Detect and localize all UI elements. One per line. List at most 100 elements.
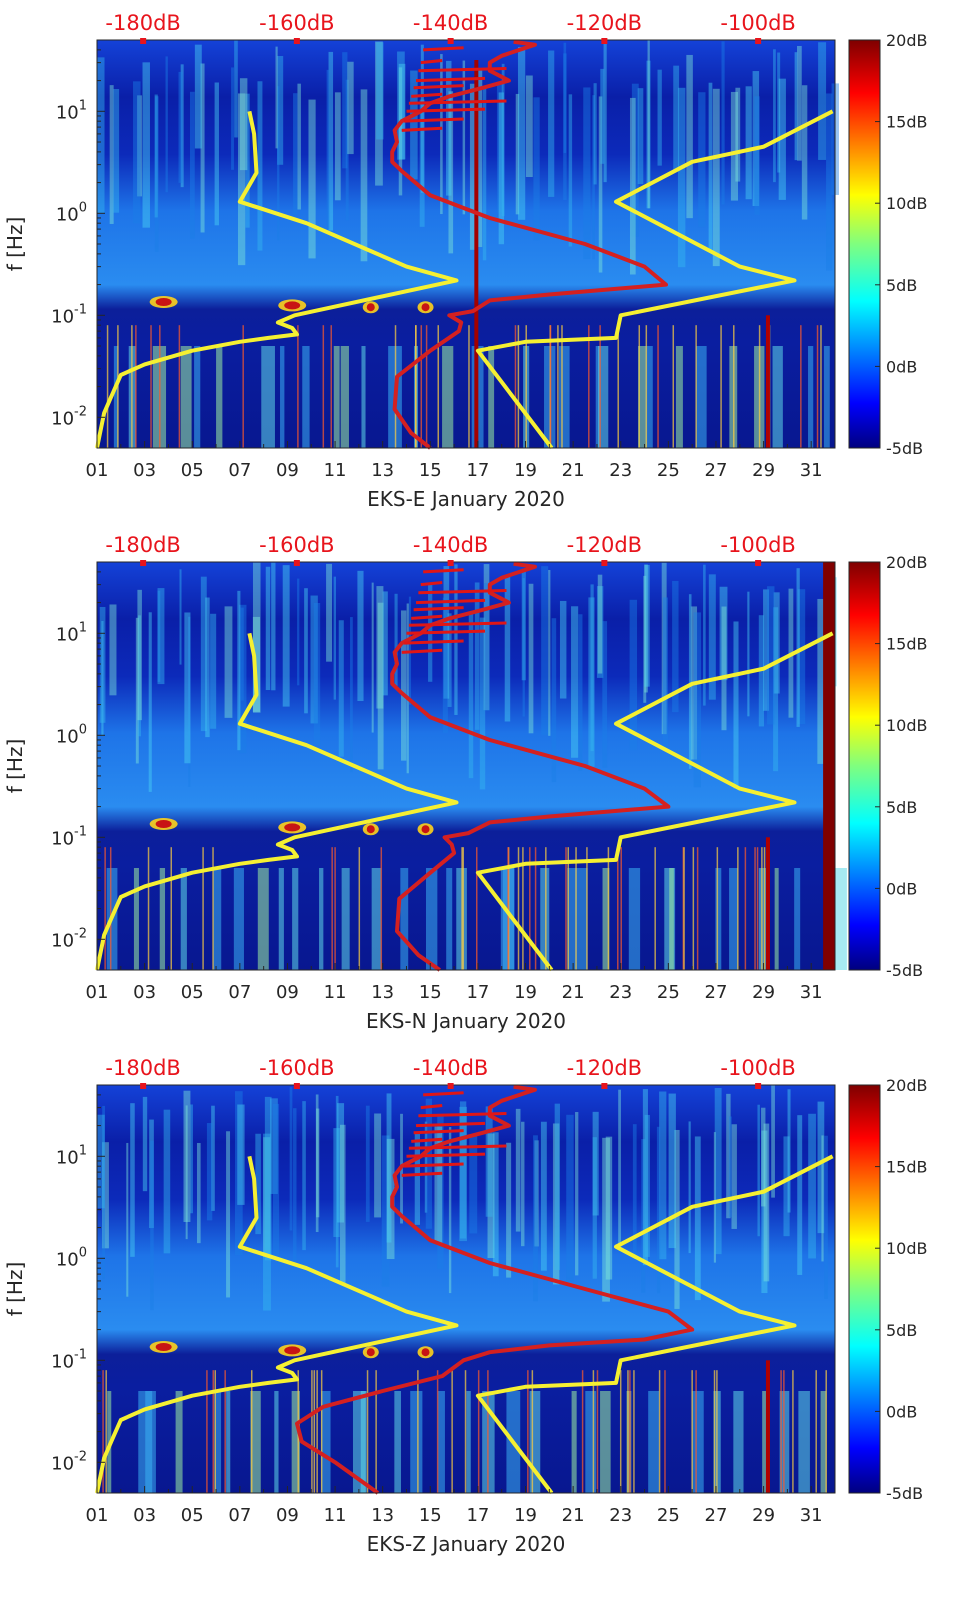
texture-stripe — [401, 610, 407, 761]
texture-stripe — [462, 60, 466, 215]
colorbar-tick-label: 5dB — [886, 1321, 917, 1340]
y-tick-base: 10 — [51, 828, 74, 849]
texture-stripe — [211, 1105, 215, 1211]
texture-stripe — [592, 1111, 599, 1216]
texture-stripe — [410, 70, 418, 180]
y-tick-base: 10 — [56, 1147, 79, 1168]
red-burst-line — [423, 1091, 464, 1097]
texture-stripe — [137, 615, 141, 737]
texture-stripe — [777, 52, 781, 173]
texture-stripe — [552, 1123, 560, 1285]
texture-column — [823, 346, 830, 448]
texture-stripe — [135, 617, 139, 764]
x-tick-label: 21 — [562, 460, 585, 481]
texture-stripe — [590, 584, 594, 752]
red-burst-lines — [401, 46, 507, 132]
texture-stripe — [142, 1096, 148, 1192]
texture-stripe — [342, 52, 348, 169]
texture-column — [360, 1391, 367, 1493]
texture-stripe — [345, 79, 349, 221]
texture-column — [145, 1391, 156, 1493]
texture-stripe — [185, 1105, 188, 1240]
texture-column — [466, 1391, 471, 1493]
texture-stripe — [642, 1089, 648, 1266]
texture-stripe — [757, 1104, 760, 1237]
colorbar-tick-label: 10dB — [886, 194, 928, 213]
texture-stripe — [708, 574, 716, 700]
texture-stripe — [188, 616, 191, 787]
colorbar-tick-label: -5dB — [886, 439, 923, 458]
texture-stripe — [277, 55, 284, 165]
hotspot-core — [155, 820, 172, 829]
top-db-label: -160dB — [259, 533, 334, 557]
x-tick-label: 31 — [800, 460, 823, 481]
texture-stripe — [101, 620, 104, 736]
texture-stripe — [521, 568, 526, 681]
texture-stripe — [459, 1101, 467, 1239]
top-db-marker — [447, 560, 454, 566]
colorbar-tick-label: 15dB — [886, 113, 928, 132]
texture-stripe — [659, 1091, 667, 1260]
texture-stripe — [540, 1121, 547, 1271]
y-axis-label: f [Hz] — [3, 217, 27, 272]
x-tick-label: 31 — [800, 1505, 823, 1526]
texture-stripe — [315, 1094, 319, 1233]
texture-stripe — [206, 1123, 213, 1221]
texture-column — [321, 1391, 331, 1493]
x-tick-label: 25 — [657, 460, 680, 481]
texture-column — [575, 868, 588, 970]
texture-stripe — [102, 1105, 105, 1280]
texture-stripe — [333, 1128, 340, 1238]
y-tick-exponent: 1 — [79, 98, 87, 113]
texture-stripe — [602, 621, 608, 768]
texture-stripe — [239, 78, 248, 171]
x-axis-label: EKS-N January 2020 — [366, 1009, 566, 1033]
texture-stripe — [796, 568, 800, 727]
red-burst-line — [411, 92, 443, 98]
y-tick-exponent: -2 — [74, 1449, 87, 1464]
red-burst-line — [415, 76, 486, 83]
texture-stripe — [334, 92, 341, 201]
texture-stripe — [673, 65, 680, 172]
red-burst-line — [401, 648, 443, 654]
x-tick-label: 21 — [562, 1505, 585, 1526]
texture-column — [774, 868, 779, 970]
texture-column — [669, 868, 674, 970]
red-burst-lines — [401, 568, 507, 654]
top-db-marker — [447, 38, 454, 44]
x-tick-label: 11 — [324, 460, 347, 481]
texture-stripe — [644, 564, 648, 693]
texture-stripe — [548, 50, 555, 197]
texture-column — [400, 868, 409, 970]
colorbar-tick-label: 5dB — [886, 798, 917, 817]
top-db-marker — [601, 560, 608, 566]
y-tick-exponent: -1 — [74, 1347, 87, 1362]
texture-stripe — [440, 54, 443, 215]
texture-stripe — [293, 1108, 297, 1264]
y-tick-exponent: 1 — [79, 620, 87, 635]
texture-stripe — [492, 1132, 499, 1277]
x-tick-label: 13 — [371, 982, 394, 1003]
texture-column — [113, 346, 119, 448]
texture-column — [216, 346, 223, 448]
texture-stripe — [376, 42, 384, 140]
texture-stripe — [448, 91, 454, 254]
colorbar — [848, 39, 881, 449]
texture-stripe — [517, 46, 526, 220]
texture-stripe — [126, 1142, 129, 1297]
texture-stripe — [629, 599, 638, 751]
red-burst-line — [413, 606, 464, 612]
texture-stripe — [563, 53, 567, 201]
texture-stripe — [575, 1112, 579, 1276]
x-tick-label: 29 — [752, 460, 775, 481]
texture-stripe — [419, 99, 425, 227]
top-db-label: -140dB — [413, 1056, 488, 1080]
red-burst-line — [406, 107, 486, 113]
texture-stripe — [566, 1114, 574, 1282]
texture-stripe — [726, 1093, 731, 1219]
texture-stripe — [184, 612, 191, 764]
texture-stripe — [686, 54, 693, 219]
x-tick-label: 17 — [466, 460, 489, 481]
red-burst-line — [404, 639, 464, 645]
texture-column — [758, 868, 769, 970]
